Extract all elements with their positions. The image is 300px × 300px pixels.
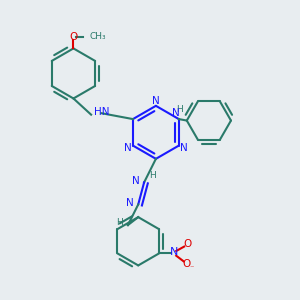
- Text: O: O: [69, 32, 78, 42]
- Text: N: N: [124, 143, 132, 153]
- Text: HN: HN: [94, 107, 110, 117]
- Text: N: N: [152, 95, 160, 106]
- Text: N: N: [172, 108, 180, 118]
- Text: N: N: [132, 176, 140, 186]
- Text: H: H: [176, 105, 183, 114]
- Text: N: N: [180, 143, 187, 153]
- Text: O: O: [182, 259, 190, 269]
- Text: H: H: [116, 218, 123, 226]
- Text: O: O: [183, 238, 191, 249]
- Text: N: N: [126, 198, 134, 208]
- Text: ⁻: ⁻: [189, 264, 194, 273]
- Text: N: N: [170, 247, 178, 257]
- Text: CH₃: CH₃: [90, 32, 106, 41]
- Text: H: H: [150, 171, 156, 180]
